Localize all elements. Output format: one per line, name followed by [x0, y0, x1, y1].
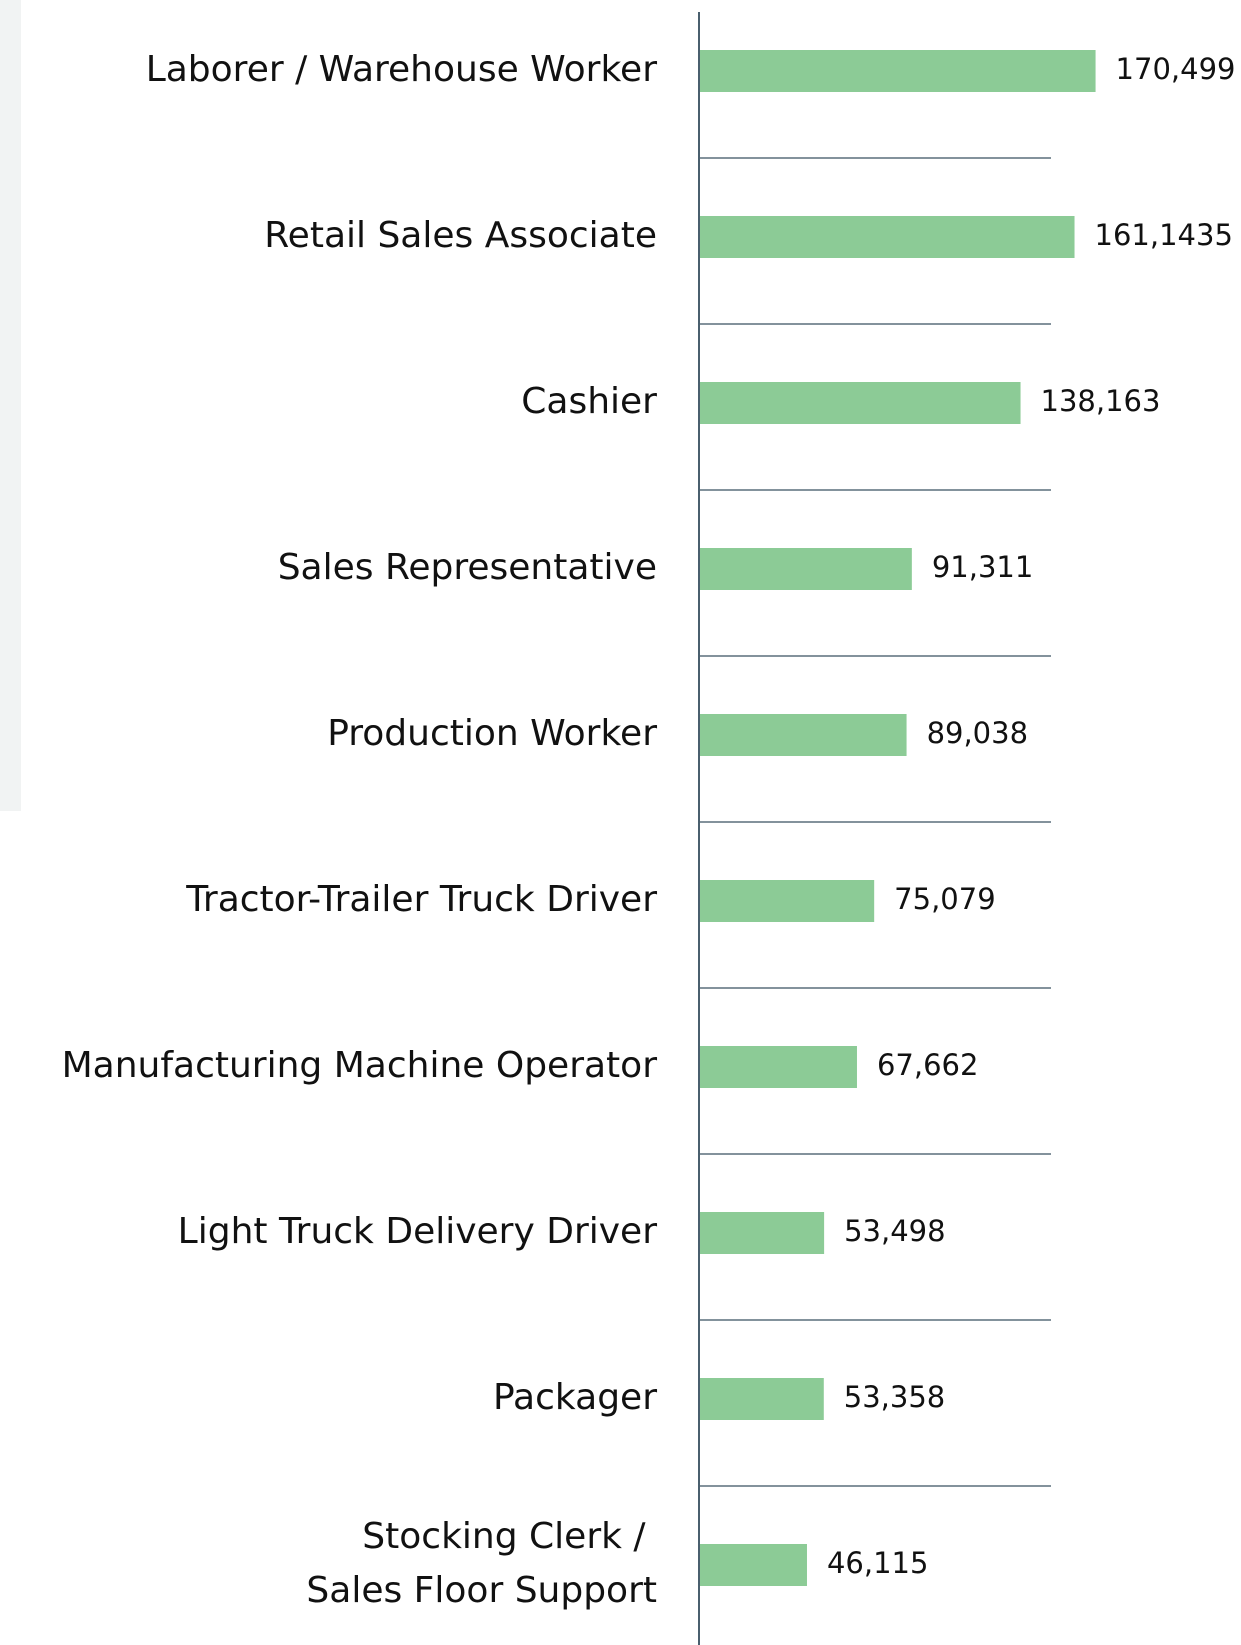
- bar: [700, 50, 1096, 92]
- category-label: Light Truck Delivery Driver: [178, 1211, 658, 1252]
- bar: [700, 216, 1075, 258]
- category-label: Cashier: [521, 381, 657, 422]
- category-label: Tractor-Trailer Truck Driver: [185, 879, 657, 920]
- category-label: Retail Sales Associate: [264, 215, 657, 256]
- value-label: 138,163: [1041, 384, 1161, 418]
- category-label: Laborer / Warehouse Worker: [146, 49, 658, 90]
- value-label: 170,499: [1116, 52, 1236, 86]
- bar: [700, 1046, 857, 1088]
- bar: [700, 880, 875, 922]
- side-strip: [0, 0, 21, 811]
- category-label: Stocking Clerk / Sales Floor Support: [306, 1516, 657, 1611]
- bar: [700, 382, 1021, 424]
- bar: [700, 548, 912, 590]
- value-label: 161,1435: [1095, 218, 1233, 252]
- value-label: 67,662: [877, 1048, 978, 1082]
- bar: [700, 1212, 825, 1254]
- value-label: 46,115: [827, 1546, 928, 1580]
- value-label: 89,038: [927, 716, 1028, 750]
- category-label: Sales Representative: [278, 547, 657, 588]
- value-label: 53,358: [844, 1380, 945, 1414]
- category-label: Production Worker: [327, 713, 657, 754]
- value-label: 53,498: [844, 1214, 945, 1248]
- bar: [700, 1378, 824, 1420]
- category-label: Packager: [493, 1377, 657, 1418]
- value-label: 91,311: [932, 550, 1033, 584]
- bar: [700, 714, 907, 756]
- bar: [700, 1544, 807, 1586]
- category-label: Manufacturing Machine Operator: [62, 1045, 658, 1086]
- value-label: 75,079: [894, 882, 995, 916]
